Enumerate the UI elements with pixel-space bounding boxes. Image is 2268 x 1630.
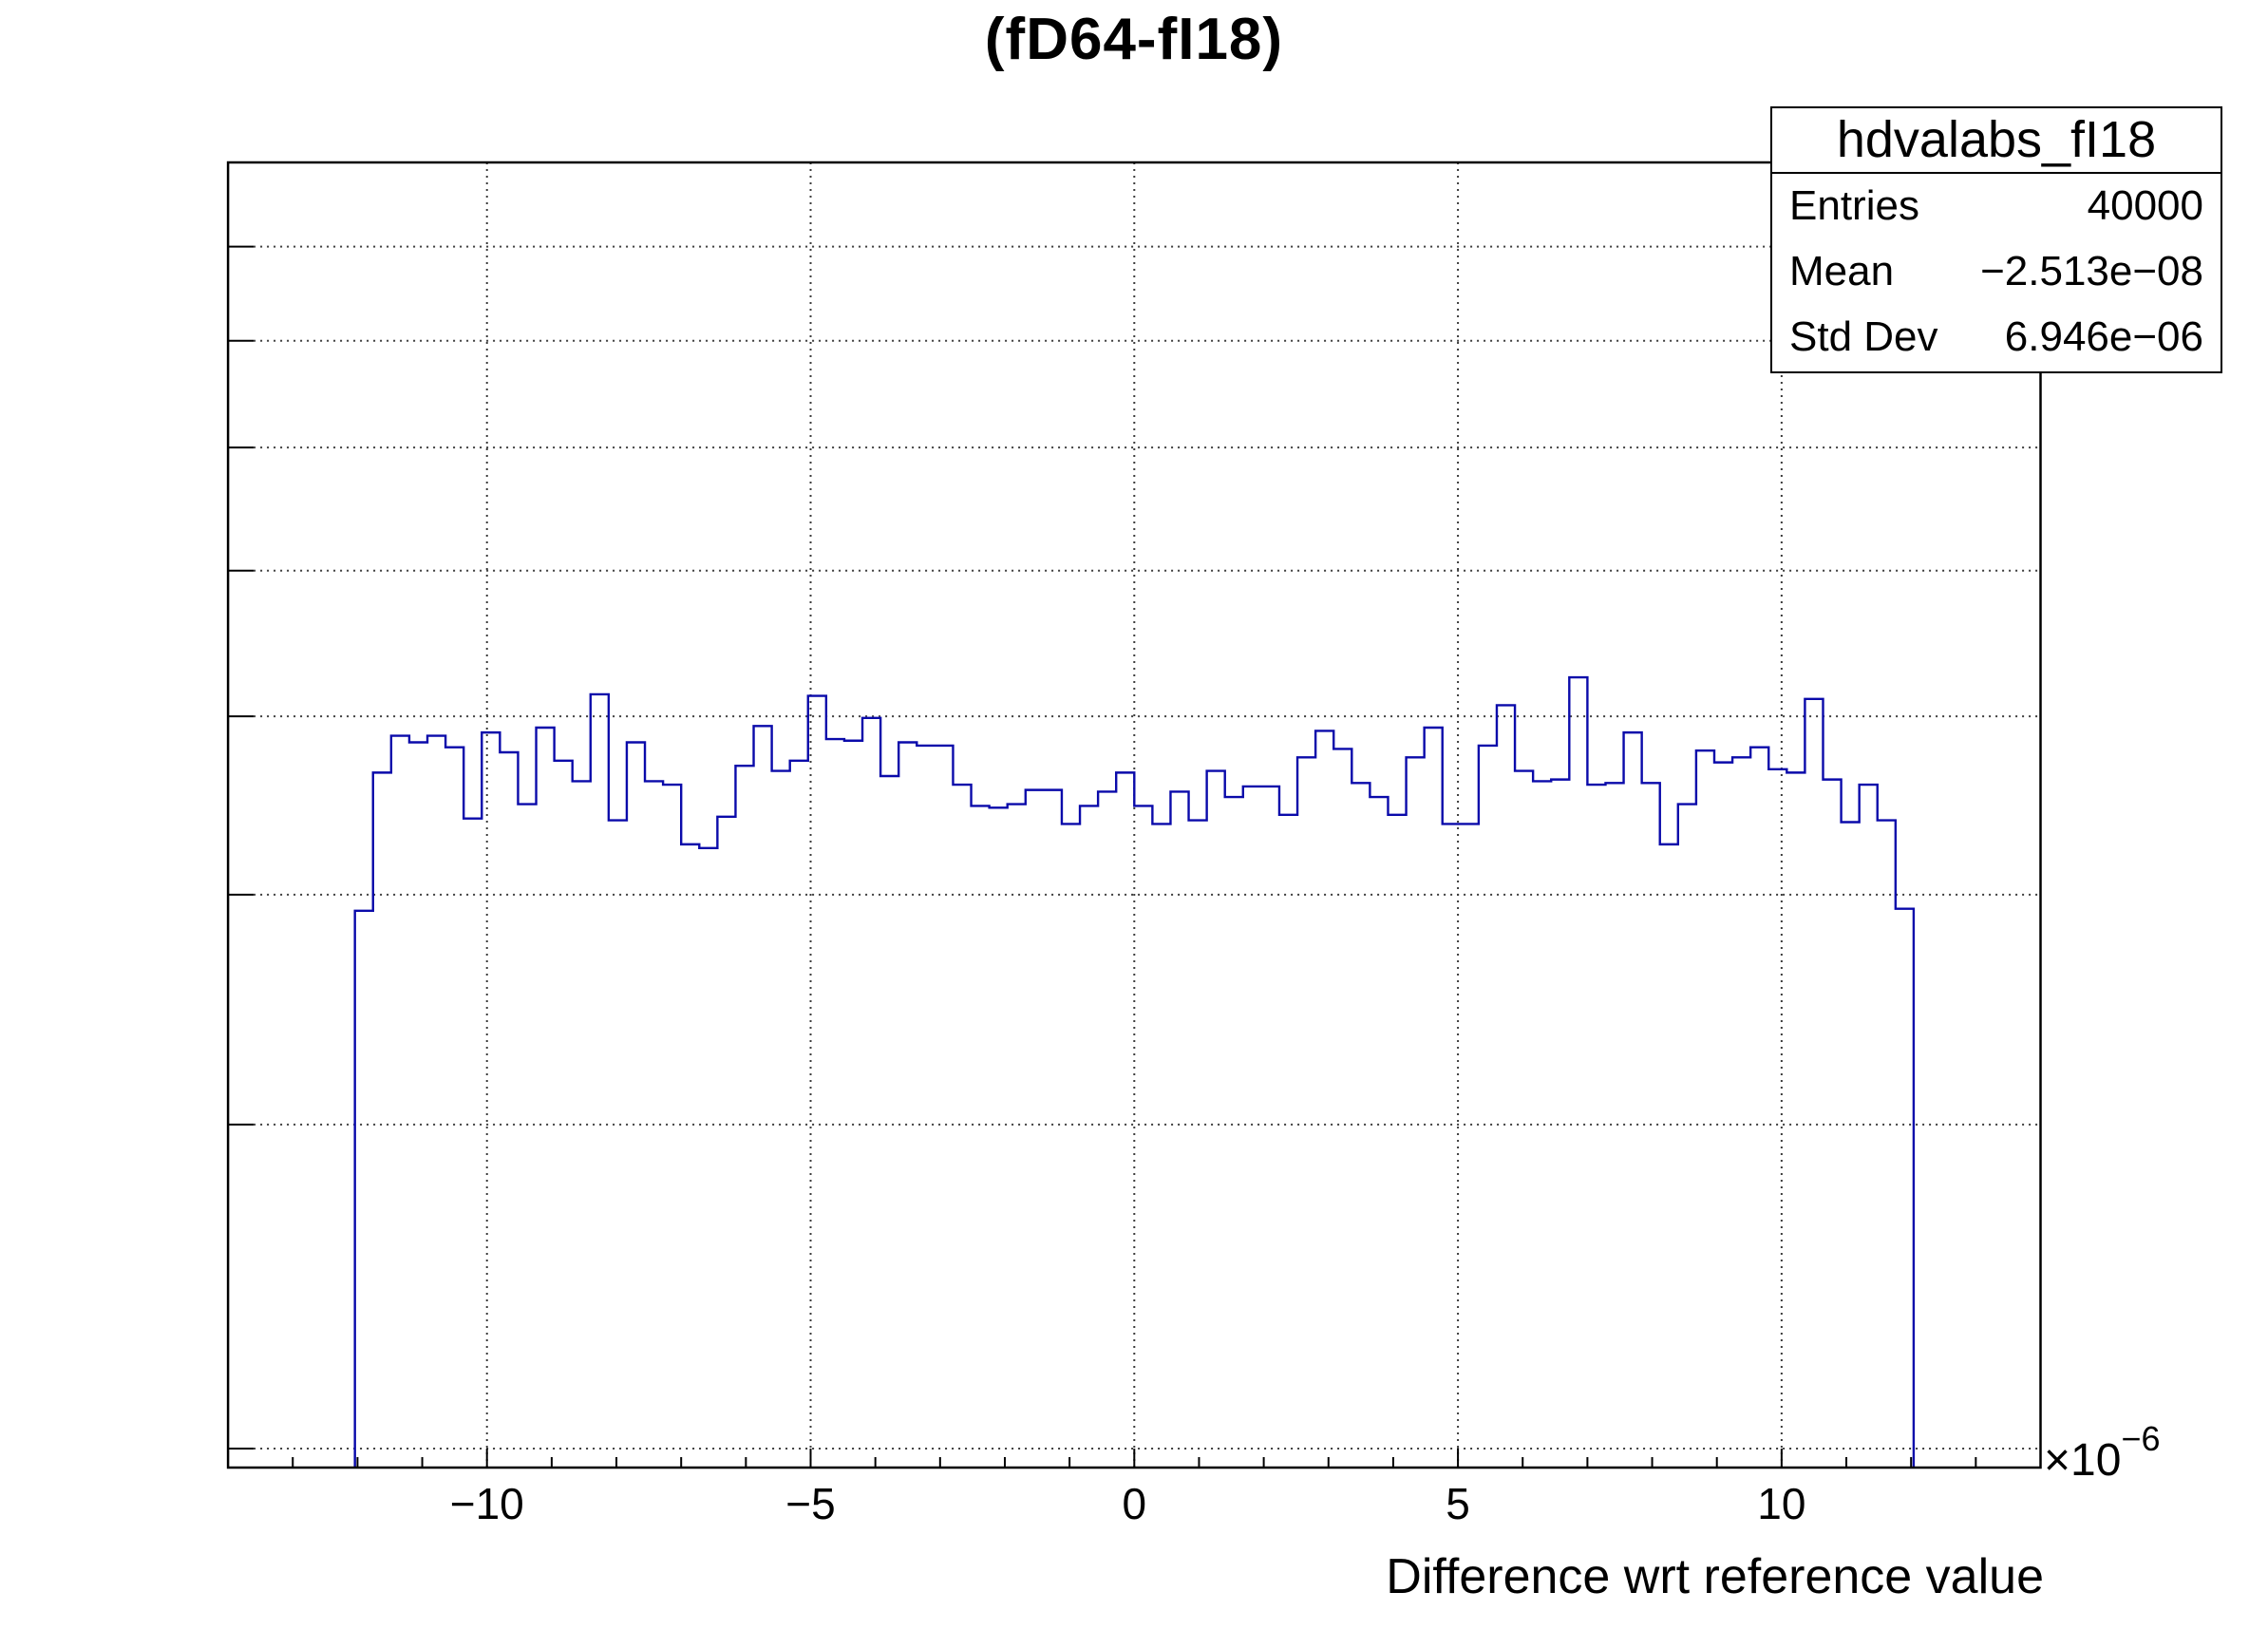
x-axis-exponent: ×10−6 [2044, 1410, 2161, 1486]
stats-label: Entries [1789, 182, 1919, 230]
stats-row-stddev: Std Dev 6.946e−06 [1789, 313, 2203, 361]
axis-ticks [228, 245, 1977, 1468]
stats-row-mean: Mean −2.513e−08 [1789, 248, 2203, 295]
x-axis-title: Difference wrt reference value [1386, 1549, 2044, 1604]
stats-box: hdvalabs_fI18 Entries 40000 Mean −2.513e… [1770, 106, 2222, 373]
x-axis-exponent-mantissa: ×10 [2044, 1435, 2122, 1486]
stats-box-rows: Entries 40000 Mean −2.513e−08 Std Dev 6.… [1772, 174, 2221, 370]
x-tick-label: 10 [1757, 1479, 1806, 1528]
x-tick-label: 0 [1122, 1479, 1147, 1528]
stats-label: Std Dev [1789, 313, 1938, 360]
stats-value: −2.513e−08 [1980, 247, 2203, 294]
stats-row-entries: Entries 40000 [1789, 182, 2203, 230]
x-tick-label: 5 [1446, 1479, 1470, 1528]
gridlines [254, 162, 2041, 1468]
page-title: (fD64-fI18) [984, 7, 1284, 72]
stats-box-title: hdvalabs_fI18 [1772, 108, 2221, 174]
plot-frame [226, 161, 2042, 1469]
x-axis-exponent-power: −6 [2121, 1419, 2161, 1458]
x-tick-label: −5 [785, 1479, 836, 1528]
x-tick-label: −10 [449, 1479, 524, 1528]
stats-value: 40000 [2087, 182, 2203, 230]
histogram-line [353, 675, 1916, 1468]
stats-value: 6.946e−06 [2004, 313, 2203, 360]
stats-label: Mean [1789, 247, 1895, 294]
